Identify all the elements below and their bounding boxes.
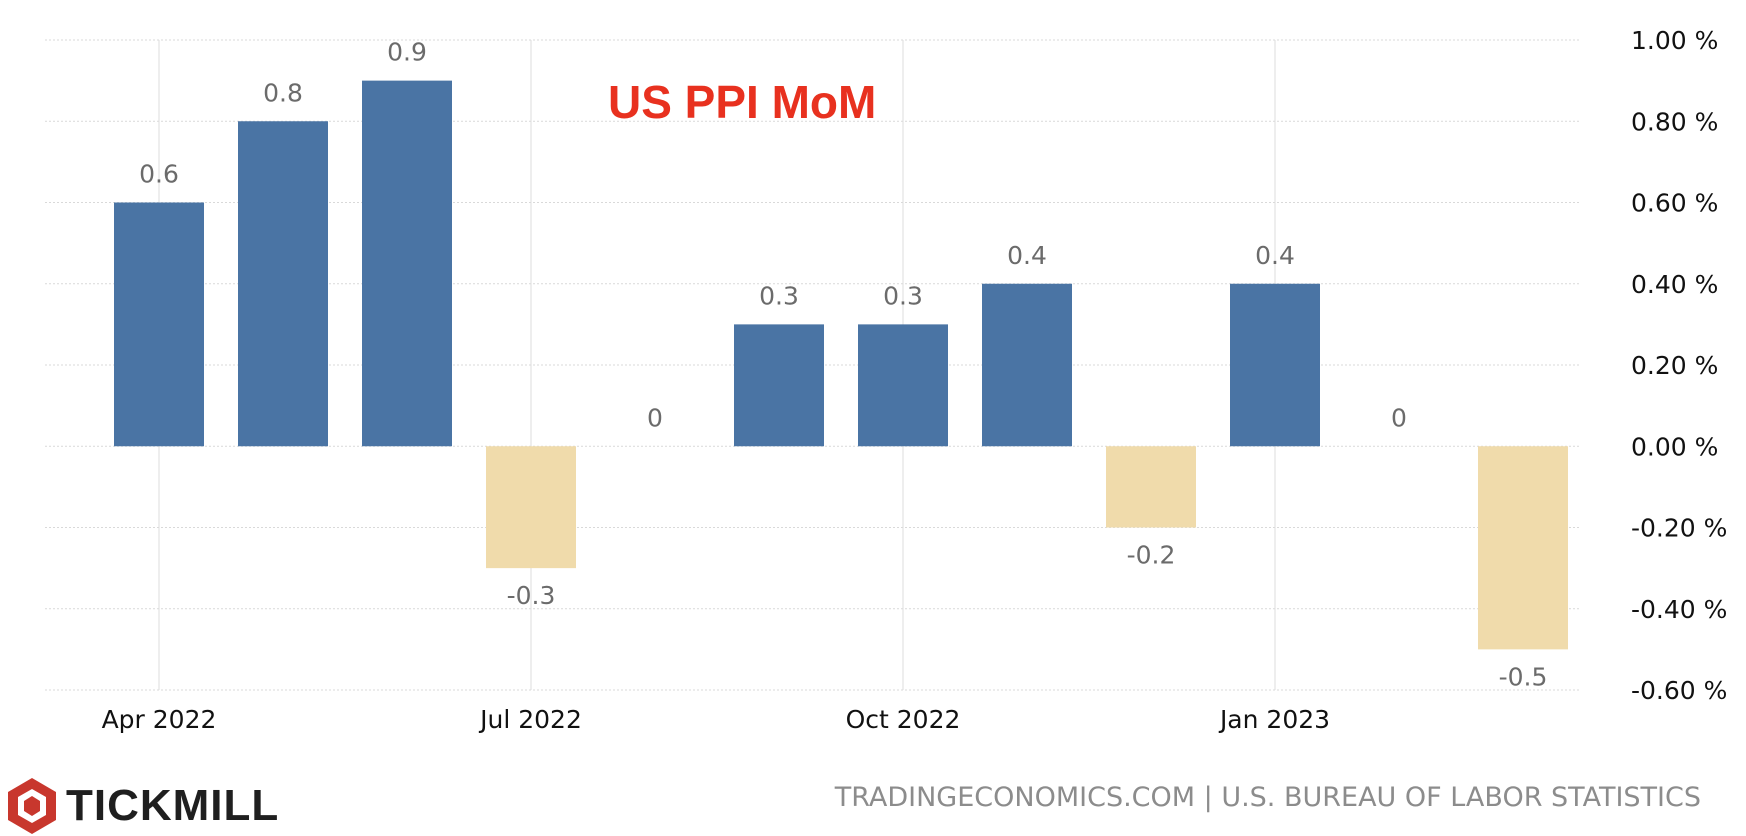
bar xyxy=(362,80,452,447)
tickmill-hexagon-icon xyxy=(8,778,56,834)
bar-value-label: 0.4 xyxy=(1007,241,1047,270)
x-tick-label: Jul 2022 xyxy=(478,705,582,734)
source-credit: TRADINGECONOMICS.COM | U.S. BUREAU OF LA… xyxy=(834,782,1701,813)
bar-value-label: -0.5 xyxy=(1499,662,1548,691)
bar-value-label: -0.3 xyxy=(507,581,556,610)
bar xyxy=(1106,446,1196,528)
y-tick-label: -0.40 % xyxy=(1631,595,1727,624)
y-tick-label: 0.20 % xyxy=(1631,351,1718,380)
data-labels: 0.6 0.8 0.9 -0.3 0 0.3 0.3 0.4 -0.2 0.4 0 -0.5 xyxy=(139,38,1547,692)
bar-value-label: 0.3 xyxy=(883,281,923,310)
bar xyxy=(114,202,204,447)
y-tick-label: 0.60 % xyxy=(1631,189,1718,218)
y-tick-label: -0.20 % xyxy=(1631,514,1727,543)
y-tick-label: -0.60 % xyxy=(1631,676,1727,705)
x-tick-label: Jan 2023 xyxy=(1218,705,1330,734)
y-tick-label: 0.80 % xyxy=(1631,107,1718,136)
x-axis-ticks: Apr 2022 Jul 2022 Oct 2022 Jan 2023 xyxy=(102,705,1330,734)
bar xyxy=(734,324,824,447)
x-tick-label: Oct 2022 xyxy=(846,705,961,734)
y-axis-ticks: 1.00 % 0.80 % 0.60 % 0.40 % 0.20 % 0.00 % -0.2… xyxy=(1631,26,1727,705)
bar-value-label: 0.3 xyxy=(759,281,799,310)
bar xyxy=(238,121,328,447)
bar xyxy=(1230,283,1320,447)
bars xyxy=(114,80,1568,650)
chart-title: US PPI MoM xyxy=(608,76,876,128)
bar xyxy=(858,324,948,447)
bar-value-label: -0.2 xyxy=(1127,541,1176,570)
tickmill-wordmark: TICKMILL xyxy=(66,781,279,830)
bar xyxy=(982,283,1072,447)
bar-value-label: 0 xyxy=(1391,403,1407,432)
tickmill-logo: TICKMILL xyxy=(8,778,279,834)
y-tick-label: 1.00 % xyxy=(1631,26,1718,55)
x-tick-label: Apr 2022 xyxy=(102,705,217,734)
bar-value-label: 0.4 xyxy=(1255,241,1295,270)
y-tick-label: 0.00 % xyxy=(1631,432,1718,461)
y-tick-label: 0.40 % xyxy=(1631,270,1718,299)
bar-value-label: 0.8 xyxy=(263,78,303,107)
bar xyxy=(1478,446,1568,650)
bar-value-label: 0 xyxy=(647,403,663,432)
bar-value-label: 0.6 xyxy=(139,160,179,189)
bar xyxy=(486,446,576,569)
bar-value-label: 0.9 xyxy=(387,38,427,67)
